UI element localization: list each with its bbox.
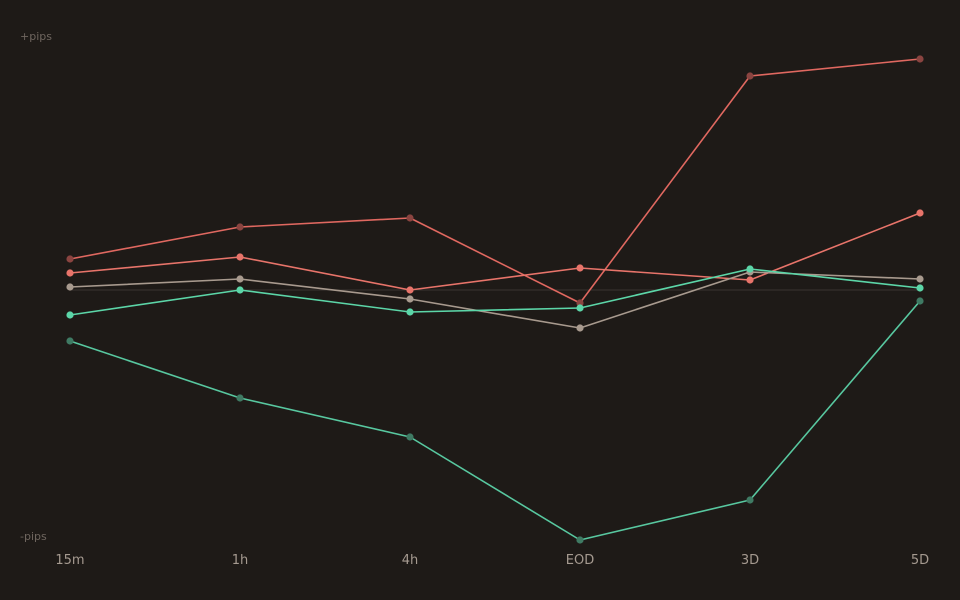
series-1-point (746, 72, 754, 80)
series-4-point (236, 286, 244, 294)
series-1-point (406, 214, 414, 222)
series-5-point (746, 496, 754, 504)
series-line-2 (69, 212, 921, 291)
y-top-label: +pips (20, 30, 52, 43)
series-5-point (406, 433, 414, 441)
x-tick-label: 15m (55, 553, 84, 568)
series-2-point (406, 286, 414, 294)
series-2-point (576, 264, 584, 272)
series-4-point (746, 265, 754, 273)
series-2-point (236, 253, 244, 261)
x-tick-label: 4h (402, 553, 419, 568)
series-5-point (576, 536, 584, 544)
series-line-4 (69, 268, 921, 316)
series-2-point (916, 209, 924, 217)
series-4-point (406, 308, 414, 316)
series-3-point (406, 295, 414, 303)
series-5-point (66, 337, 74, 345)
series-3-point (236, 275, 244, 283)
series-2-point (746, 276, 754, 284)
series-3-point (66, 283, 74, 291)
series-line-3 (69, 271, 921, 329)
series-5-point (916, 297, 924, 305)
series-5-point (236, 394, 244, 402)
series-4-point (576, 304, 584, 312)
x-tick-label: 3D (741, 553, 759, 568)
x-tick-label: EOD (566, 553, 594, 568)
series-3-point (916, 275, 924, 283)
series-1-point (576, 299, 584, 307)
series-1-point (916, 55, 924, 63)
series-3-point (576, 324, 584, 332)
series-1-point (236, 223, 244, 231)
y-bottom-label: -pips (20, 530, 47, 543)
series-4-point (66, 311, 74, 319)
series-2-point (66, 269, 74, 277)
x-tick-label: 1h (232, 553, 249, 568)
series-1-point (66, 255, 74, 263)
series-4-point (916, 284, 924, 292)
x-tick-label: 5D (911, 553, 929, 568)
series-line-1 (69, 58, 921, 304)
series-line-5 (69, 300, 921, 541)
